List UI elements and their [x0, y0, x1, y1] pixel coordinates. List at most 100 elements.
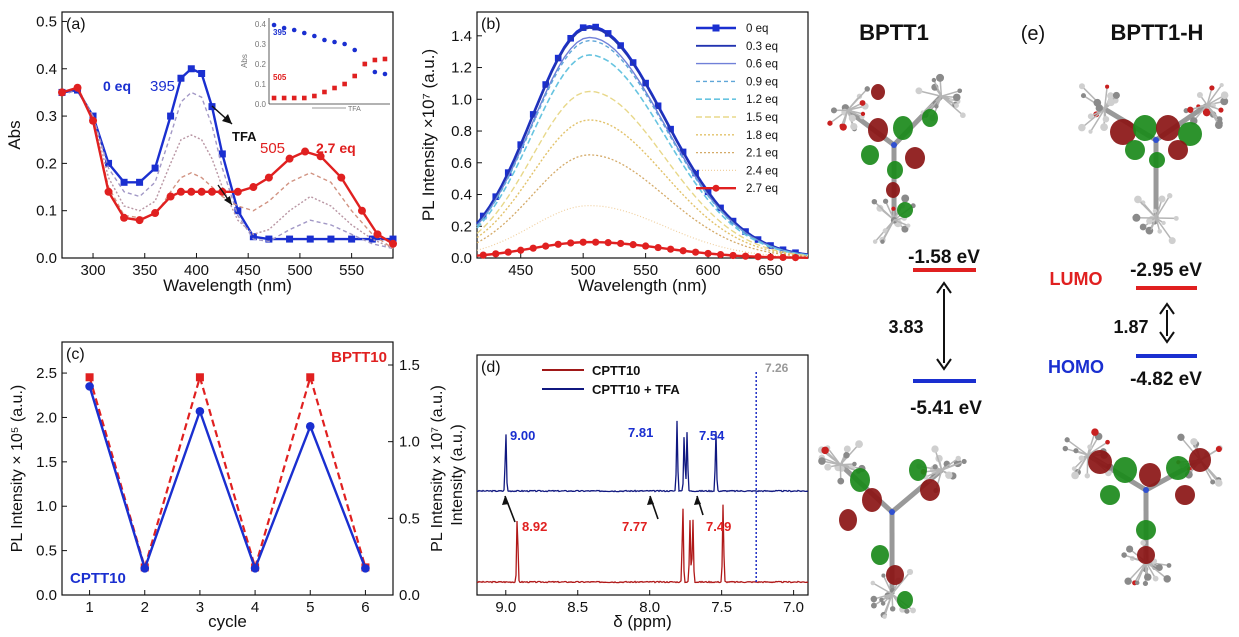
molecule-bond [918, 90, 942, 97]
y-tick-label: 0.2 [36, 155, 57, 172]
data-point [151, 164, 159, 172]
data-point [198, 70, 206, 77]
molecule-atom [1157, 229, 1163, 234]
peak-label: 7.54 [699, 428, 725, 443]
panel-d: 9.0 8.5 8.0 7.5 7.0 δ (ppm) Intensity (a.u.) (d… [449, 354, 809, 631]
right-lumo-energy: -2.95 eV [1130, 260, 1202, 281]
left-molecule-title: BPTT1 [859, 20, 929, 45]
data-point [218, 150, 226, 158]
data-point [629, 241, 637, 249]
inset-red-point [322, 89, 327, 95]
inset-blue-point [271, 22, 277, 28]
y-tick-label: 0.3 [36, 108, 57, 125]
homo-left-orbital [817, 440, 967, 619]
inset-blue-point [301, 30, 307, 36]
molecule-atom [1105, 84, 1110, 89]
panel-label: (e) [1021, 23, 1045, 45]
molecule-atom [1196, 91, 1203, 98]
arrow-head [647, 496, 654, 505]
orbital-lobe [1175, 485, 1195, 505]
orbital-lobe [1168, 140, 1188, 160]
molecule-atom [1078, 83, 1085, 90]
series-line [476, 39, 809, 256]
legend-label: CPTT10 [592, 363, 640, 378]
data-point [120, 178, 128, 186]
orbital-lobe [1136, 520, 1156, 540]
molecule-atom [910, 607, 916, 614]
y-tick-label: 2.5 [36, 365, 57, 382]
data-point [187, 187, 196, 196]
molecule-atom [1153, 137, 1159, 143]
molecule-atom [1218, 107, 1224, 113]
lumo-right-orbital [1078, 82, 1229, 245]
data-point [667, 245, 675, 253]
y-tick-label: 0.8 [451, 123, 472, 140]
molecule-atom [1209, 85, 1215, 91]
data-point [177, 74, 185, 82]
peak-label: 7.49 [706, 519, 731, 534]
molecule-atom [960, 112, 966, 119]
molecule-atom [1062, 445, 1069, 452]
arrow-head [222, 114, 232, 124]
panel-label: (a) [66, 16, 86, 33]
molecule-atom [1220, 97, 1229, 106]
orbital-lobe [922, 109, 938, 127]
molecule-atom [1158, 195, 1166, 203]
plot-frame [61, 341, 394, 596]
series-line [476, 26, 809, 256]
molecule-atom [1121, 552, 1127, 558]
data-point [779, 253, 787, 262]
molecule-atom [839, 123, 847, 131]
peak-label: 7.77 [622, 519, 647, 534]
molecule-atom [1173, 215, 1179, 221]
molecule-atom [1084, 473, 1090, 479]
series-line [476, 119, 809, 257]
molecule-bond [941, 90, 960, 97]
orbital-lobe [893, 116, 913, 140]
data-point [135, 216, 144, 225]
inset-label-395: 395 [273, 28, 287, 37]
molecule-atom [1187, 106, 1194, 113]
data-point [691, 248, 700, 256]
orbital-lobe [1166, 456, 1190, 480]
molecule-atom [1087, 444, 1093, 450]
molecule-atom [1100, 123, 1108, 131]
data-point [542, 242, 550, 250]
molecule-atom [1144, 573, 1152, 581]
data-point [604, 239, 612, 247]
molecule-bond [940, 95, 957, 107]
orbital-lobe [871, 84, 885, 100]
inset-blue-point [342, 41, 347, 47]
y-tick-label: 0.0 [451, 250, 472, 267]
molecule-atom [827, 120, 833, 126]
data-point [85, 373, 94, 382]
molecule-atom [880, 601, 886, 606]
panel-label: (c) [66, 346, 85, 363]
data-point [197, 187, 206, 196]
series-line [476, 204, 809, 258]
molecule-bond [1155, 217, 1161, 232]
molecule-bond [934, 448, 943, 471]
x-axis-label: Wavelength (nm) [163, 276, 292, 295]
molecule-atom [1163, 575, 1171, 583]
legend-label: 2.7 eq [746, 183, 778, 195]
data-point [104, 187, 113, 196]
legend-label: 2.1 eq [746, 148, 778, 160]
inset-tick-label: 0.2 [255, 60, 267, 69]
molecule-atom [1080, 93, 1087, 99]
data-point [389, 239, 397, 248]
molecule-atom [880, 239, 885, 244]
y-axis-label: Intensity (a.u.) [449, 424, 466, 525]
molecule-atom [1143, 487, 1149, 493]
molecule-atom [855, 440, 863, 449]
orbital-lobe [1133, 115, 1157, 141]
y-tick-label: 0.4 [36, 61, 57, 78]
y-axis-label: PL Intensity ×10⁷ (a.u.) [419, 49, 438, 221]
data-point [517, 246, 525, 254]
data-point [316, 152, 325, 161]
data-point [89, 116, 98, 125]
plot-frame [476, 354, 809, 596]
molecule-bond [883, 593, 893, 617]
peak-label: 9.00 [510, 428, 535, 443]
x-tick-label: 6 [361, 599, 369, 616]
